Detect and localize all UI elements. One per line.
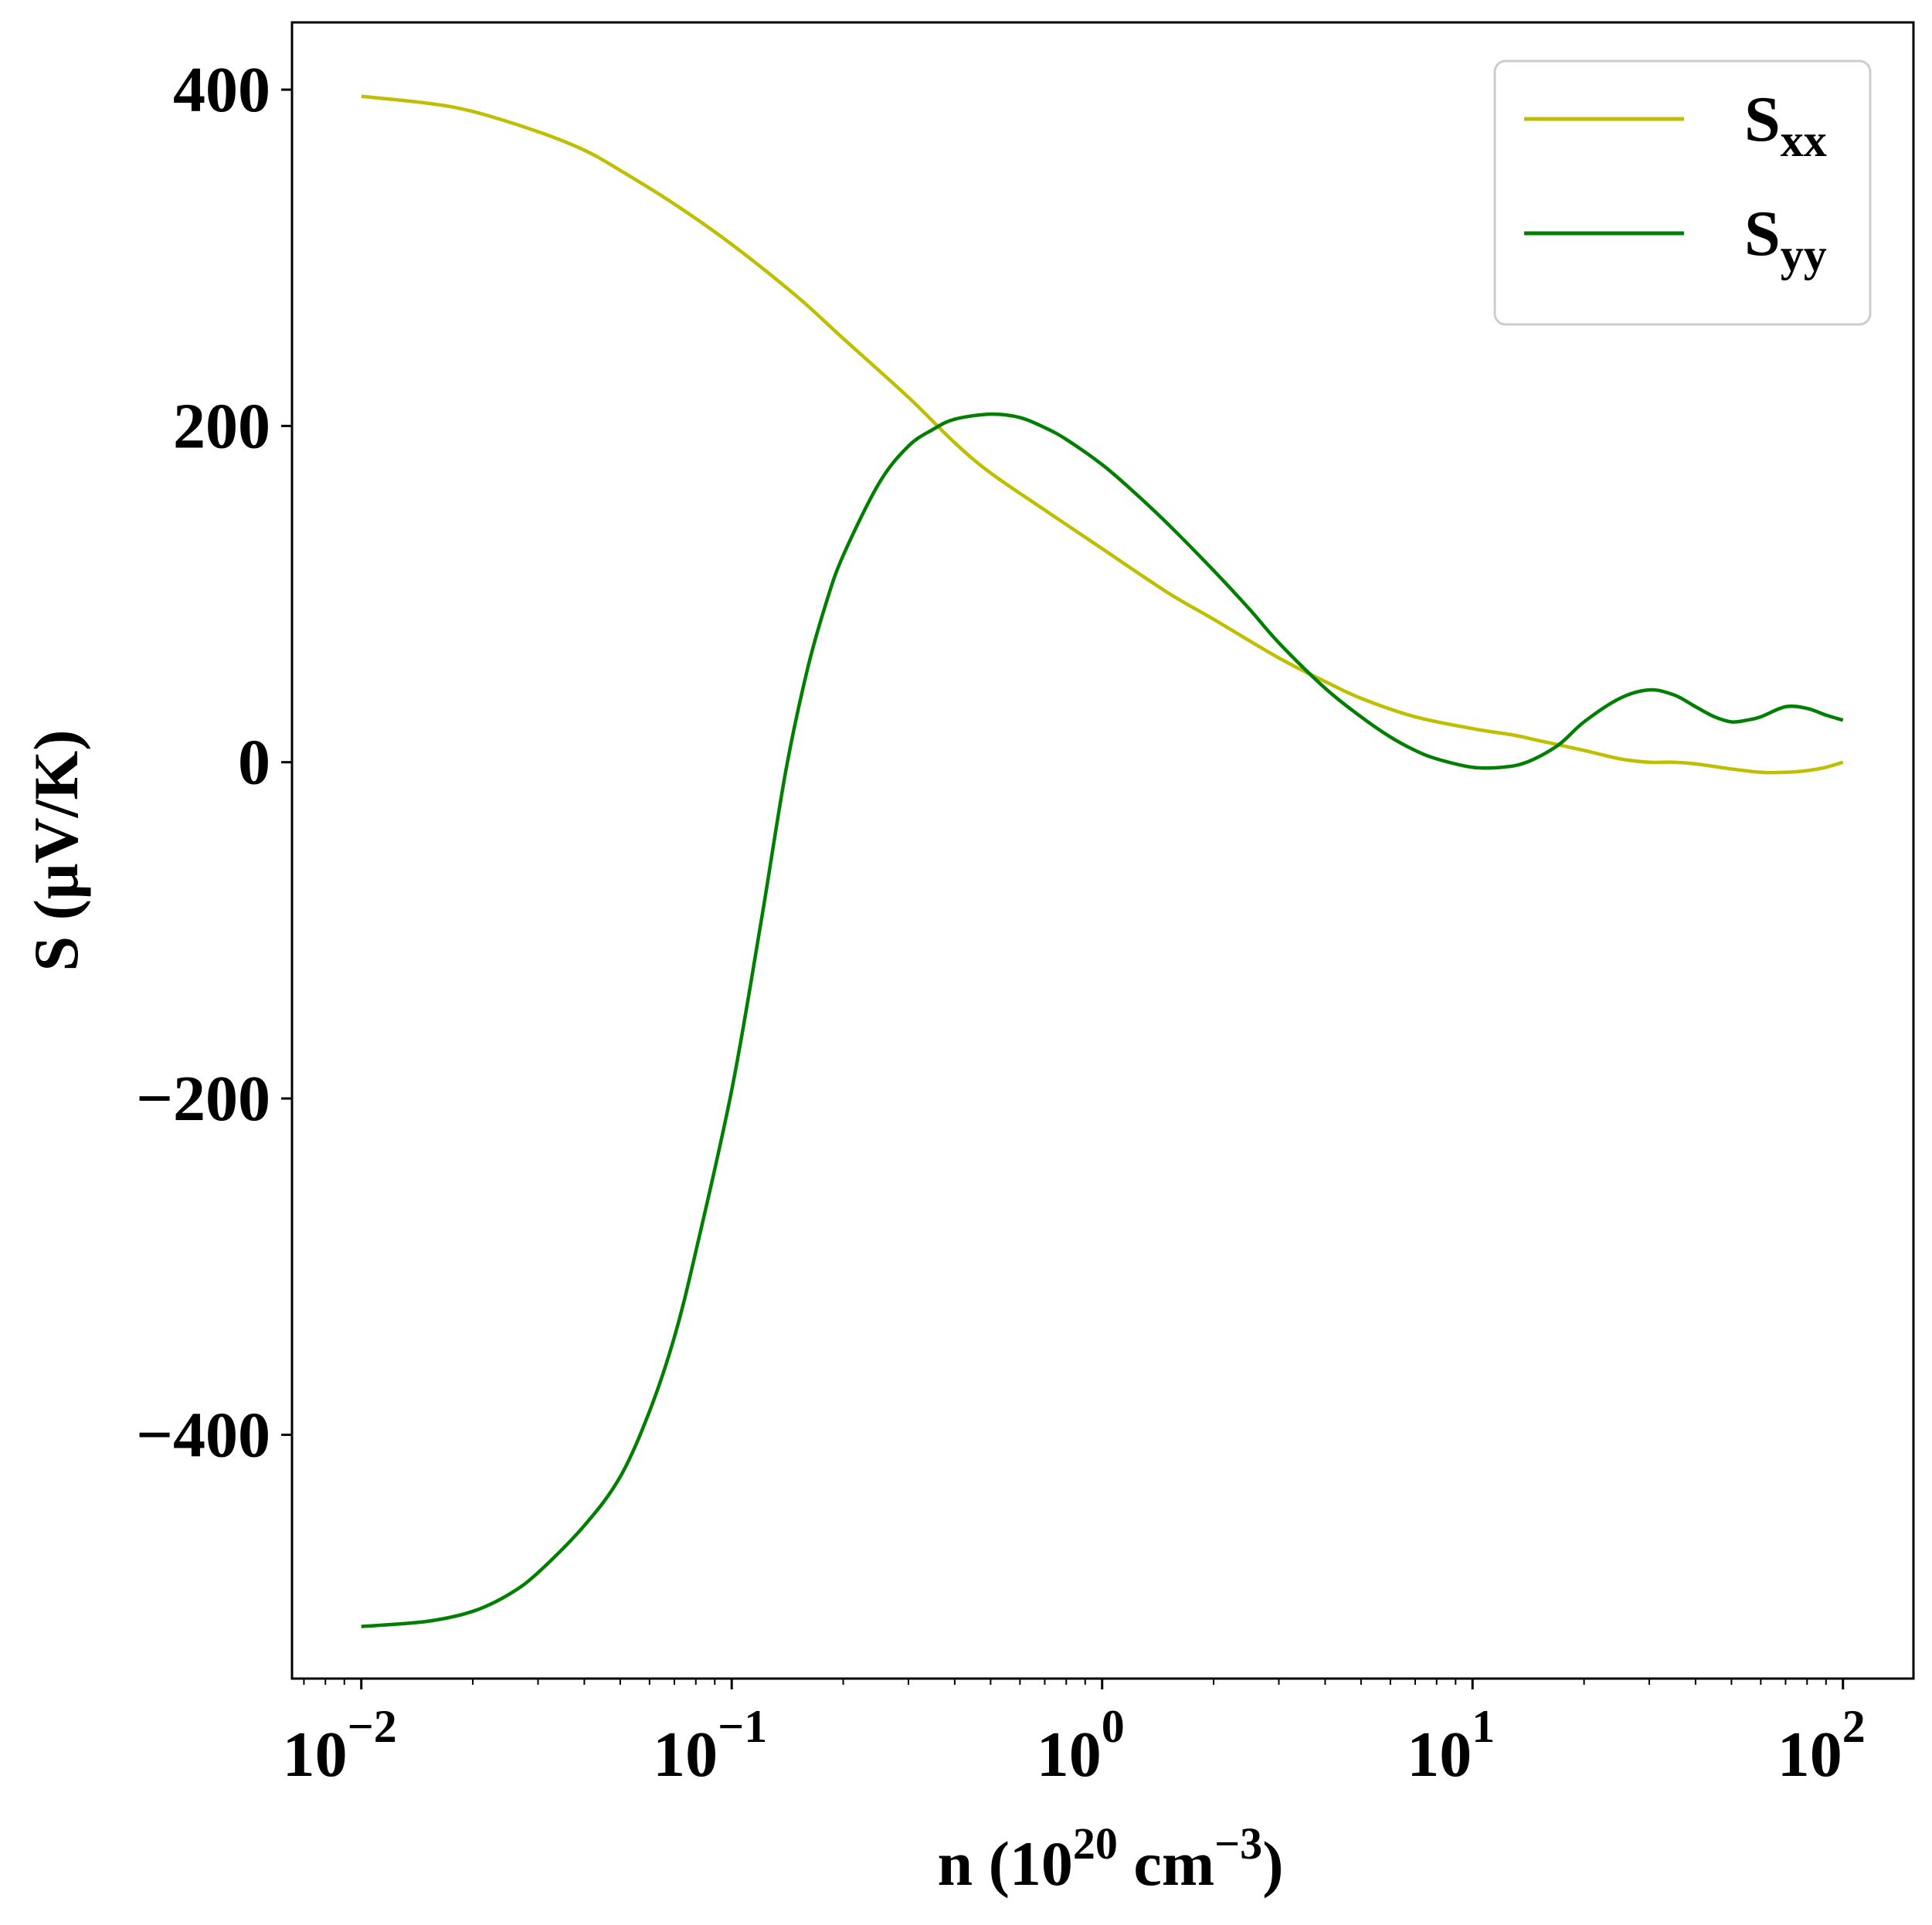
legend-label-Syy: Syy — [1744, 198, 1827, 280]
x-tick-label-base: 10 — [1778, 1719, 1842, 1791]
y-tick-label: 400 — [173, 54, 270, 126]
x-tick-label-base: 10 — [653, 1719, 718, 1791]
y-axis-title: S (μV/K) — [21, 730, 91, 972]
x-axis-title-main: n (10 — [938, 1828, 1073, 1899]
legend-label-subscript: xx — [1781, 115, 1827, 166]
legend-label-main: S — [1744, 198, 1781, 270]
x-tick-label: 100 — [1037, 1701, 1125, 1791]
x-tick-label-exponent: −2 — [348, 1701, 397, 1752]
series-line-Syy — [361, 412, 1844, 1628]
y-tick-label: −400 — [136, 1399, 270, 1471]
x-tick-label-exponent: 0 — [1102, 1701, 1125, 1752]
x-tick-label-exponent: 2 — [1842, 1701, 1866, 1752]
legend-label-subscript: yy — [1781, 229, 1827, 280]
x-tick-label: 102 — [1778, 1701, 1866, 1791]
x-axis-title-sup2: −3 — [1214, 1818, 1262, 1869]
y-tick-label: 0 — [238, 727, 270, 799]
x-tick-label-base: 10 — [283, 1719, 348, 1791]
series-layer — [361, 94, 1844, 1628]
x-tick-label-base: 10 — [1037, 1719, 1102, 1791]
y-tick-label: 200 — [173, 390, 270, 462]
x-axis-title-sup1: 20 — [1073, 1818, 1118, 1869]
legend-label-main: S — [1744, 83, 1781, 155]
x-tick-label: 10−2 — [283, 1701, 397, 1791]
x-tick-label-exponent: −1 — [718, 1701, 767, 1752]
series-line-Sxx — [361, 94, 1844, 775]
x-tick-label-base: 10 — [1407, 1719, 1472, 1791]
x-tick-label: 101 — [1407, 1701, 1495, 1791]
legend-box — [1493, 59, 1872, 326]
x-axis-title-mid: cm — [1118, 1828, 1214, 1899]
x-axis-title-end: ) — [1262, 1828, 1283, 1899]
x-tick-label: 10−1 — [653, 1701, 767, 1791]
legend-label-Sxx: Sxx — [1744, 83, 1827, 166]
x-axis-title: n (1020 cm−3) — [938, 1818, 1284, 1899]
y-tick-label: −200 — [136, 1063, 270, 1135]
x-tick-label-exponent: 1 — [1472, 1701, 1495, 1752]
